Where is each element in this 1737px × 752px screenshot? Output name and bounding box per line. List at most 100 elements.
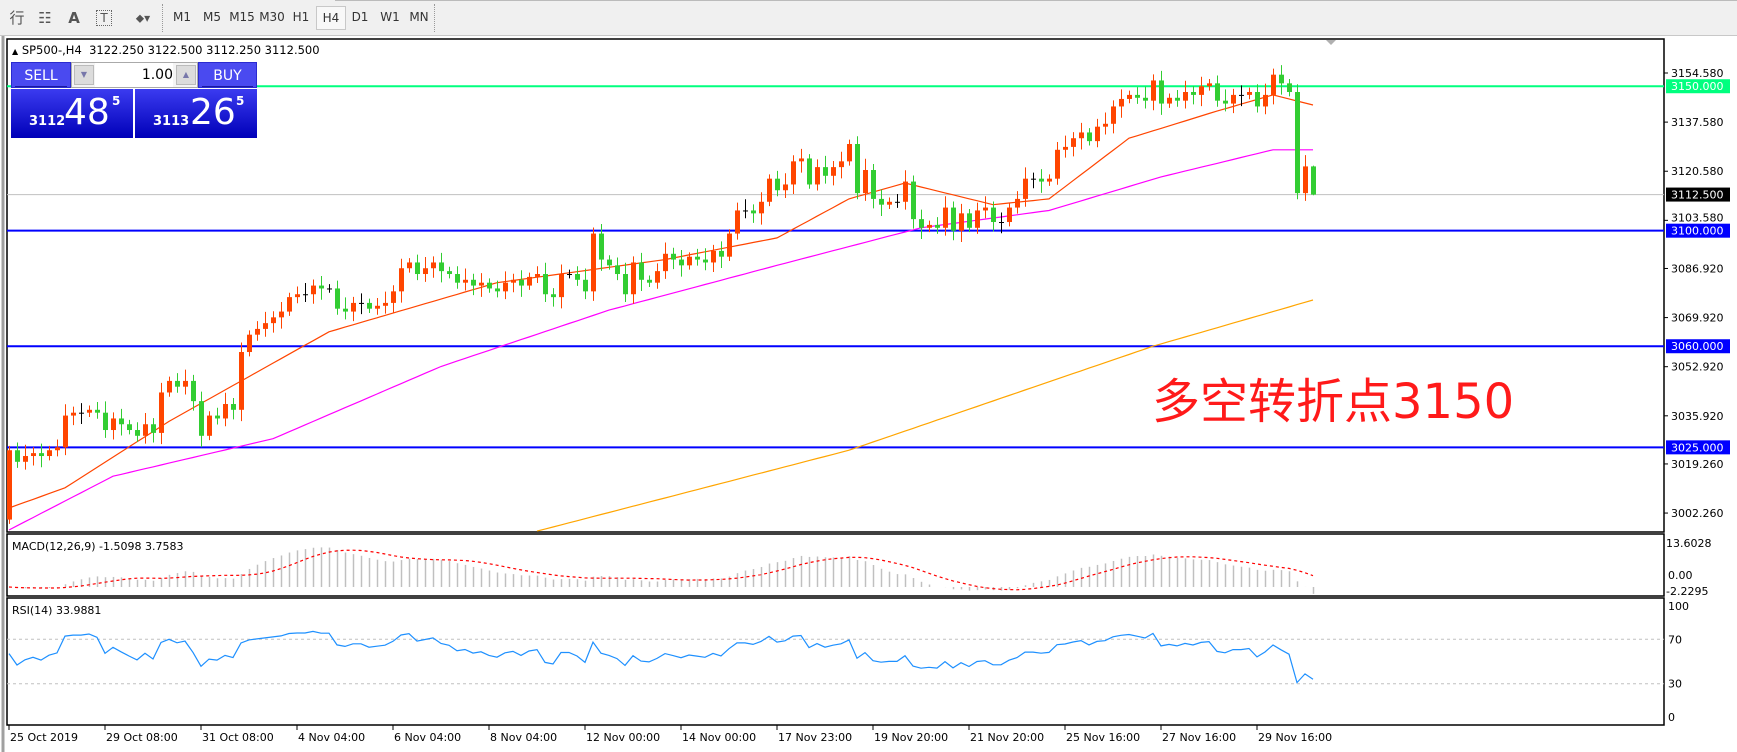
candle — [487, 278, 492, 293]
elliott-wave-icon[interactable]: ⾏ — [9, 9, 25, 27]
candle — [1303, 155, 1308, 201]
candle-body — [1175, 97, 1180, 101]
period-m15-button[interactable]: M15 — [229, 10, 255, 24]
candle — [1215, 75, 1220, 107]
candle — [1167, 93, 1172, 108]
time-tick-label: 19 Nov 20:00 — [874, 731, 948, 744]
candle — [1239, 85, 1244, 107]
candle-body — [687, 256, 692, 266]
candle-body — [255, 328, 260, 335]
lot-increase-button[interactable]: ▲ — [176, 65, 196, 85]
period-m1-button[interactable]: M1 — [173, 10, 191, 24]
candle — [127, 419, 132, 435]
lot-size-input[interactable]: 1.00 — [95, 63, 173, 87]
candle — [751, 204, 756, 223]
period-h4-button[interactable]: H4 — [316, 6, 346, 30]
current-price-label: 3112.500 — [1671, 189, 1724, 202]
candle-body — [655, 271, 660, 283]
candle-body — [815, 167, 820, 185]
candle — [903, 170, 908, 210]
candle-body — [207, 415, 212, 436]
candle — [335, 280, 340, 315]
arrows-dropdown-icon[interactable]: ⬥▾ — [135, 11, 151, 25]
candle — [727, 229, 732, 262]
candle-body — [111, 418, 116, 431]
rsi-axis-label: 100 — [1668, 600, 1689, 613]
candle — [399, 258, 404, 303]
candle-body — [743, 210, 748, 212]
candle — [47, 445, 52, 461]
candle — [679, 250, 684, 277]
level-price-label: 3100.000 — [1671, 225, 1724, 238]
period-h1-button[interactable]: H1 — [292, 10, 310, 24]
candle — [31, 447, 36, 466]
candle — [367, 298, 372, 314]
candle — [119, 408, 124, 436]
candle-body — [519, 279, 524, 286]
lot-size-stepper[interactable]: ▼ 1.00 ▲ — [71, 62, 198, 88]
time-tick-label: 17 Nov 23:00 — [778, 731, 852, 744]
chart-shift-marker-icon[interactable] — [1326, 40, 1336, 45]
candle — [223, 392, 228, 427]
candle — [799, 148, 804, 173]
candle-body — [31, 453, 36, 457]
sell-price-fraction: 5 — [112, 94, 121, 108]
candle-body — [751, 210, 756, 214]
buy-label: BUY — [213, 68, 242, 84]
candle — [583, 268, 588, 300]
candle-body — [7, 450, 12, 520]
candle-body — [975, 210, 980, 228]
one-click-trading-panel: SELL ▼ 1.00 ▲ BUY 3112 48 5 3113 26 5 — [11, 62, 257, 138]
candle-body — [479, 282, 484, 286]
rsi-pane-frame — [6, 597, 1665, 726]
macd-title: MACD(12,26,9) -1.5098 3.7583 — [12, 540, 183, 553]
chart-annotation-text[interactable]: 多空转折点3150 — [1152, 374, 1515, 430]
candle — [263, 311, 268, 337]
candle-body — [463, 279, 468, 283]
period-d1-button[interactable]: D1 — [351, 10, 369, 24]
candle — [1159, 70, 1164, 115]
candle-body — [791, 161, 796, 185]
level-price-label: 3150.000 — [1671, 80, 1724, 93]
period-mn-button[interactable]: MN — [409, 10, 429, 24]
candle-body — [375, 305, 380, 309]
candle — [775, 170, 780, 197]
candle — [1279, 65, 1284, 95]
period-w1-button[interactable]: W1 — [380, 10, 400, 24]
candle-body — [359, 302, 364, 304]
candle-body — [311, 285, 316, 295]
candle — [415, 254, 420, 281]
fibonacci-fan-icon[interactable]: ☷ — [38, 9, 52, 27]
buy-button[interactable]: BUY — [198, 62, 257, 88]
candle — [55, 439, 60, 457]
collapse-triangle-icon[interactable]: ▲ — [12, 47, 19, 56]
candle-body — [167, 380, 172, 393]
ohlc-values: 3122.250 3122.500 3112.250 3112.500 — [89, 43, 320, 57]
time-tick-label: 29 Nov 16:00 — [1258, 731, 1332, 744]
candle — [1047, 174, 1052, 186]
candle — [431, 256, 436, 278]
text-label-icon[interactable]: A — [68, 9, 80, 27]
candle-body — [247, 334, 252, 353]
toolbar-separator — [434, 4, 437, 32]
buy-price-button[interactable]: 3113 26 5 — [135, 89, 257, 138]
sell-label: SELL — [24, 68, 58, 84]
candle-body — [319, 285, 324, 289]
candle-body — [551, 294, 556, 298]
chart-header: ▲ SP500-,H4 3122.250 3122.500 3112.250 3… — [12, 43, 320, 57]
text-box-icon[interactable]: T — [96, 10, 112, 26]
candle — [7, 445, 12, 524]
candle — [599, 224, 604, 271]
level-price-tag — [1666, 79, 1730, 94]
sell-button[interactable]: SELL — [11, 62, 71, 88]
candle — [543, 262, 548, 303]
sell-price-button[interactable]: 3112 48 5 — [11, 89, 133, 138]
candle-body — [175, 380, 180, 387]
period-m30-button[interactable]: M30 — [259, 10, 285, 24]
candle-body — [39, 453, 44, 457]
candle — [79, 403, 84, 424]
period-m5-button[interactable]: M5 — [203, 10, 221, 24]
candle-body — [1263, 94, 1268, 107]
lot-decrease-button[interactable]: ▼ — [74, 65, 94, 85]
